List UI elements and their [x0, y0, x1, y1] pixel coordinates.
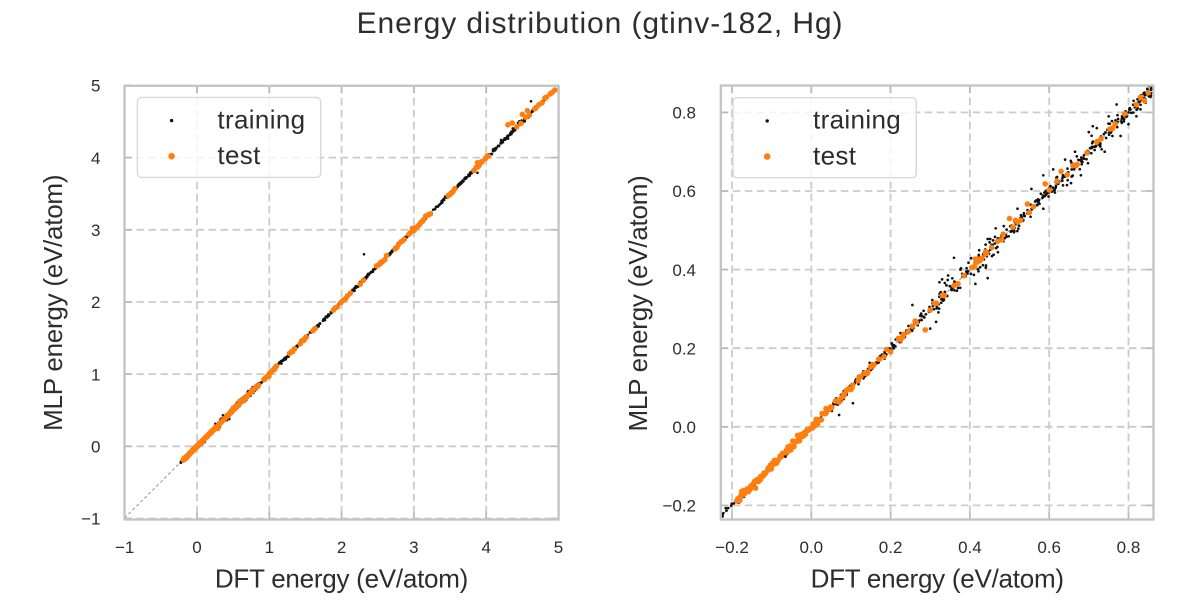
- svg-text:1: 1: [91, 365, 100, 384]
- svg-text:training: training: [813, 105, 901, 135]
- svg-text:−1: −1: [81, 510, 100, 529]
- svg-text:−0.2: −0.2: [715, 538, 749, 557]
- svg-text:0.6: 0.6: [1037, 538, 1061, 557]
- svg-text:0.2: 0.2: [672, 339, 696, 358]
- svg-text:DFT energy (eV/atom): DFT energy (eV/atom): [215, 564, 468, 594]
- svg-text:MLP energy (eV/atom): MLP energy (eV/atom): [38, 175, 68, 431]
- svg-text:2: 2: [337, 538, 346, 557]
- svg-text:4: 4: [91, 149, 100, 168]
- svg-text:test: test: [813, 140, 857, 170]
- svg-text:DFT energy (eV/atom): DFT energy (eV/atom): [811, 564, 1064, 594]
- svg-text:2: 2: [91, 293, 100, 312]
- svg-text:5: 5: [91, 77, 100, 96]
- svg-text:0.0: 0.0: [672, 418, 696, 437]
- svg-text:0.8: 0.8: [672, 104, 696, 123]
- svg-text:0: 0: [192, 538, 201, 557]
- svg-text:0: 0: [91, 438, 100, 457]
- svg-text:training: training: [217, 104, 305, 134]
- svg-text:test: test: [217, 140, 261, 170]
- svg-text:5: 5: [554, 538, 563, 557]
- svg-text:0.4: 0.4: [958, 538, 982, 557]
- svg-text:3: 3: [91, 221, 100, 240]
- svg-text:0.4: 0.4: [672, 261, 696, 280]
- svg-text:0.0: 0.0: [799, 538, 823, 557]
- svg-text:0.8: 0.8: [1117, 538, 1141, 557]
- svg-text:MLP energy (eV/atom): MLP energy (eV/atom): [623, 175, 653, 431]
- svg-text:Energy distribution (gtinv-182: Energy distribution (gtinv-182, Hg): [357, 7, 844, 40]
- svg-text:−0.2: −0.2: [662, 497, 696, 516]
- svg-text:−1: −1: [115, 538, 134, 557]
- svg-text:3: 3: [409, 538, 418, 557]
- svg-text:1: 1: [265, 538, 274, 557]
- svg-text:0.6: 0.6: [672, 182, 696, 201]
- svg-text:4: 4: [481, 538, 490, 557]
- svg-text:0.2: 0.2: [879, 538, 903, 557]
